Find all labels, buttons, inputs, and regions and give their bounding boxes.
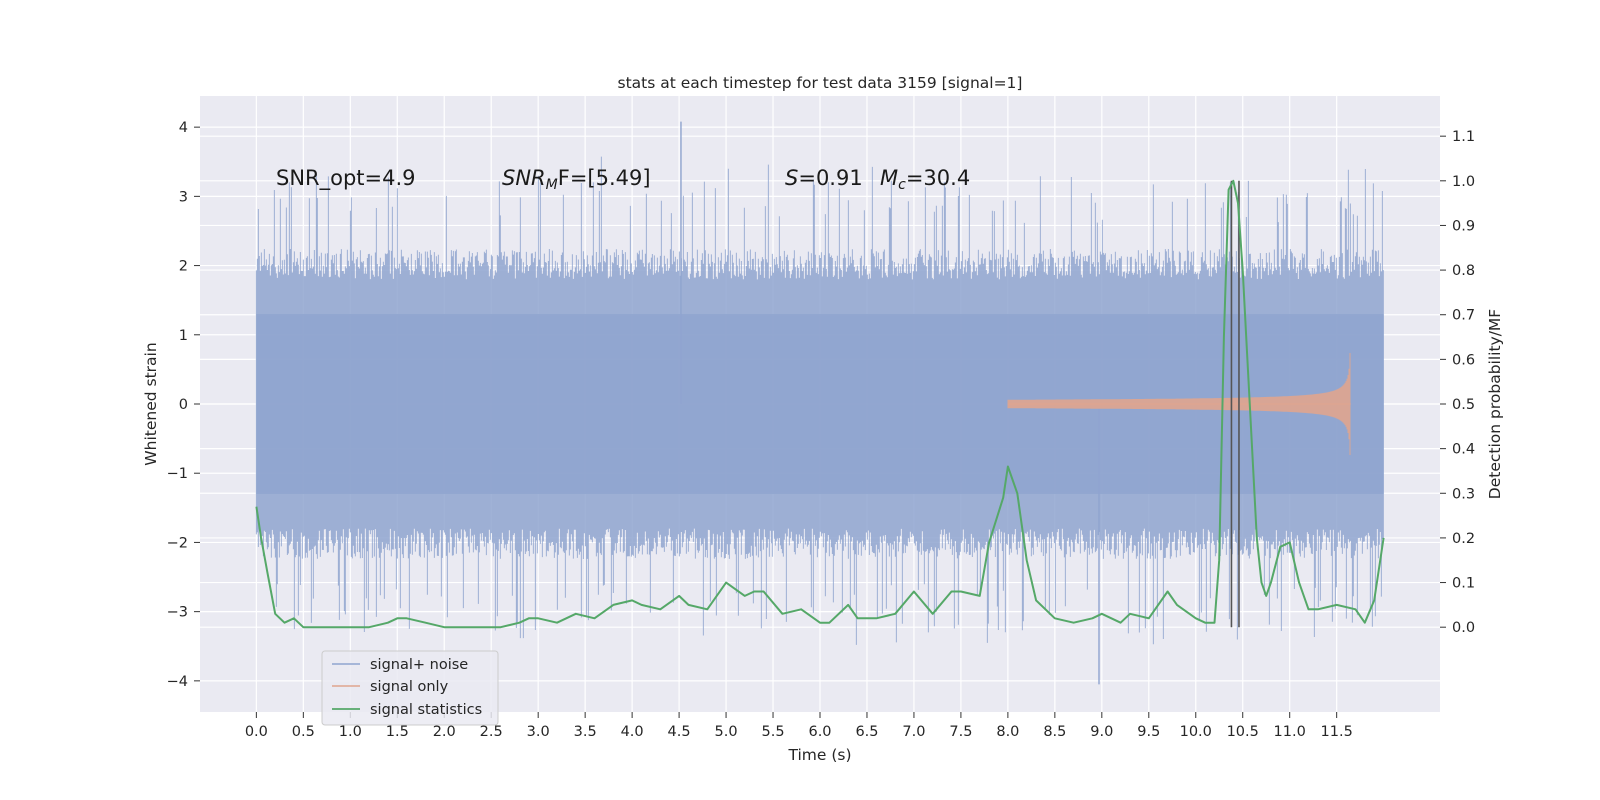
x-tick-label: 4.0 xyxy=(621,724,644,740)
x-tick-label: 6.0 xyxy=(808,724,831,740)
s-value: =0.91 xyxy=(798,166,862,190)
x-tick-label: 8.0 xyxy=(996,724,1019,740)
legend-label-noise: signal+ noise xyxy=(370,657,468,673)
snr-mf-subscript: M xyxy=(546,177,558,193)
y-tick-label: −3 xyxy=(167,605,188,621)
annotation-mc: Mc=30.4 xyxy=(880,166,970,193)
y2-tick-label: 0.7 xyxy=(1452,308,1475,324)
y2-tick-label: 1.1 xyxy=(1452,129,1475,145)
y-tick-label: 1 xyxy=(179,328,188,344)
x-tick-label: 8.5 xyxy=(1043,724,1066,740)
signal-statistics-series xyxy=(255,179,1385,629)
y2-tick-label: 0.3 xyxy=(1452,486,1475,502)
x-tick-label: 6.5 xyxy=(855,724,878,740)
y2-tick-label: 0.5 xyxy=(1452,397,1475,413)
y2-tick-label: 0.4 xyxy=(1452,442,1475,458)
y2-tick-label: 0.8 xyxy=(1452,263,1475,279)
x-tick-label: 0.0 xyxy=(245,724,268,740)
y2-axis-ticks: 0.0 0.1 0.2 0.3 0.4 0.5 0.6 0.7 0.8 0.9 1.0 1.1 xyxy=(1440,129,1475,636)
y-tick-label: 0 xyxy=(179,397,188,413)
y2-tick-label: 0.6 xyxy=(1452,352,1475,368)
y-tick-label: −4 xyxy=(167,674,188,690)
signal-statistics-line xyxy=(255,179,1385,629)
mc-symbol: M xyxy=(880,166,898,190)
annotation-snr-opt: SNR_opt=4.9 xyxy=(276,166,416,191)
legend-label-stats: signal statistics xyxy=(370,702,482,718)
legend: signal+ noise signal only signal statist… xyxy=(321,650,499,726)
y2-tick-label: 0.9 xyxy=(1452,218,1475,234)
x-tick-label: 2.5 xyxy=(480,724,503,740)
mc-value: =30.4 xyxy=(906,166,970,190)
mc-subscript: c xyxy=(898,177,906,193)
signal-only-series xyxy=(1007,353,1351,455)
y2-tick-label: 0.0 xyxy=(1452,620,1475,636)
annotation-snr-mf: SNRMF=[5.49] xyxy=(502,166,651,193)
snr-mf-value: F=[5.49] xyxy=(558,166,651,190)
x-tick-label: 10.5 xyxy=(1227,724,1259,740)
annotation-s: S=0.91 xyxy=(785,166,863,190)
y-axis-ticks: −4 −3 −2 −1 0 1 2 3 4 xyxy=(167,120,200,690)
x-tick-label: 3.5 xyxy=(574,724,597,740)
x-tick-label: 9.5 xyxy=(1137,724,1160,740)
snr-mf-symbol: SNR xyxy=(502,166,546,190)
x-tick-label: 11.5 xyxy=(1321,724,1353,740)
x-tick-label: 11.0 xyxy=(1274,724,1306,740)
y2-axis-label: Detection probability/MF xyxy=(1486,309,1504,500)
legend-box xyxy=(321,650,499,726)
y-tick-label: 4 xyxy=(179,120,188,136)
y-tick-label: −1 xyxy=(167,466,188,482)
annotations: SNR_opt=4.9 SNRMF=[5.49] S=0.91 Mc=30.4 xyxy=(276,166,970,193)
x-axis-ticks: 0.0 0.5 1.0 1.5 2.0 2.5 3.0 3.5 4.0 4.5 5.0 5.5 6.0 6… xyxy=(245,712,1353,740)
y2-tick-label: 1.0 xyxy=(1452,174,1475,190)
y2-tick-label: 0.2 xyxy=(1452,531,1475,547)
y2-tick-label: 0.1 xyxy=(1452,576,1475,592)
x-axis-label: Time (s) xyxy=(787,746,851,764)
y-tick-label: 2 xyxy=(179,259,188,275)
x-tick-label: 5.5 xyxy=(761,724,784,740)
x-tick-label: 3.0 xyxy=(527,724,550,740)
x-tick-label: 4.5 xyxy=(668,724,691,740)
x-tick-label: 1.0 xyxy=(339,724,362,740)
y-tick-label: 3 xyxy=(179,189,188,205)
vertical-markers xyxy=(1230,180,1240,628)
x-tick-label: 0.5 xyxy=(292,724,315,740)
x-tick-label: 7.5 xyxy=(949,724,972,740)
x-tick-label: 1.5 xyxy=(386,724,409,740)
s-symbol: S xyxy=(785,166,798,190)
chart-title: stats at each timestep for test data 315… xyxy=(618,74,1023,92)
x-tick-label: 2.0 xyxy=(433,724,456,740)
y-axis-label: Whitened strain xyxy=(142,342,160,465)
x-tick-label: 7.0 xyxy=(902,724,925,740)
legend-label-signal: signal only xyxy=(370,679,449,695)
x-tick-label: 5.0 xyxy=(715,724,738,740)
x-tick-label: 9.0 xyxy=(1090,724,1113,740)
y-tick-label: −2 xyxy=(167,535,188,551)
x-tick-label: 10.0 xyxy=(1180,724,1212,740)
